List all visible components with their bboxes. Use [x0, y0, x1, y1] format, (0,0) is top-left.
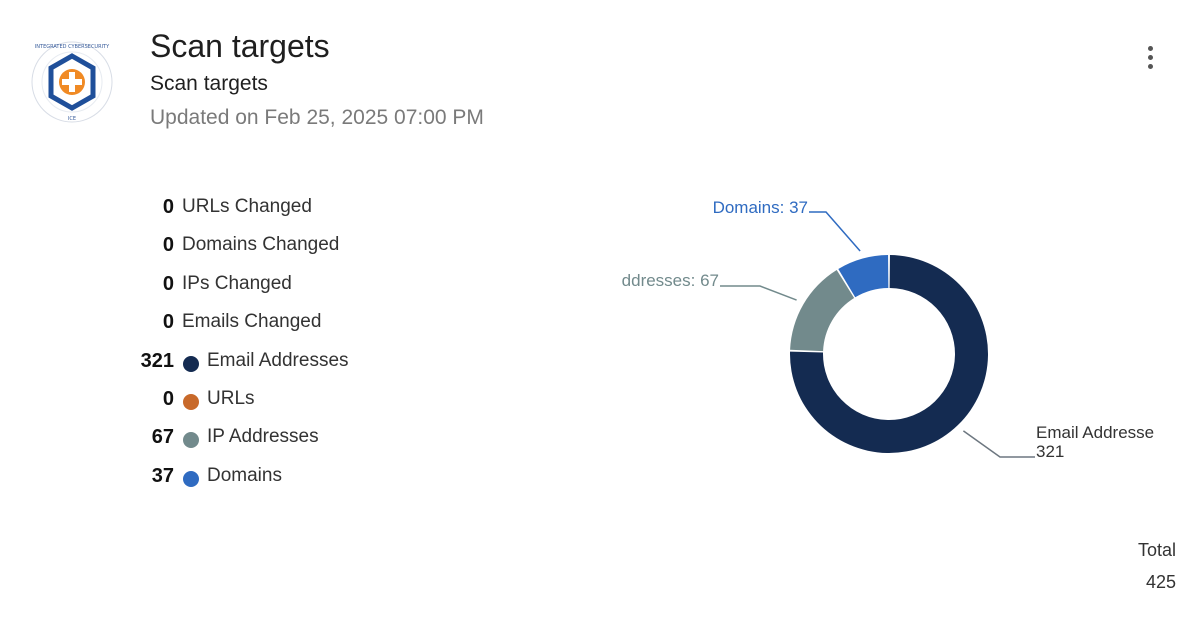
stat-row-ips-changed: 0 IPs Changed [0, 265, 420, 303]
menu-dot [1147, 54, 1153, 60]
menu-dot [1147, 45, 1153, 51]
stat-count: 0 [162, 196, 174, 218]
legend-item-email-addresses[interactable]: 321 Email Addresses [0, 342, 420, 380]
product-logo: INTEGRATED CYBERSECURITY ICE [31, 41, 113, 123]
donut-slice-ip-addresses[interactable] [790, 269, 855, 352]
stat-count: 0 [162, 387, 174, 410]
total-value: 425 [1145, 572, 1176, 592]
legend-label: Domains [207, 464, 282, 486]
svg-text:INTEGRATED CYBERSECURITY: INTEGRATED CYBERSECURITY [35, 44, 110, 50]
legend-item-ip-addresses[interactable]: 67 IP Addresses [0, 418, 420, 456]
stat-count: 67 [151, 426, 174, 449]
stat-label: Emails Changed [182, 311, 322, 333]
stat-row-domains-changed: 0 Domains Changed [0, 226, 420, 264]
callout-line-email-addresses [962, 430, 1035, 458]
menu-dot [1147, 63, 1153, 69]
legend-item-urls[interactable]: 0 URLs [0, 380, 420, 418]
legend-color-dot [183, 355, 199, 372]
total-label: Total [1137, 540, 1176, 560]
more-options-menu-icon[interactable] [1136, 38, 1164, 76]
legend-color-dot [183, 470, 199, 487]
stat-count: 0 [162, 272, 174, 295]
callout-label-ip-addresses: ddresses: 67 [622, 271, 719, 290]
stat-label: IPs Changed [182, 272, 292, 294]
callout-line-ip-addresses [720, 285, 797, 301]
callout-line-domains [809, 211, 861, 252]
callout-value-email-addresses: 321 [1036, 442, 1064, 461]
stat-count: 321 [140, 349, 174, 372]
stats-list: 0 URLs Changed 0 Domains Changed 0 IPs C… [0, 188, 420, 495]
stat-label: Domains Changed [182, 234, 340, 256]
stat-count: 0 [162, 311, 174, 334]
donut-slice-domains[interactable] [838, 255, 889, 298]
callout-label-domains: Domains: 37 [713, 198, 808, 217]
widget-title: Scan targets [150, 28, 330, 64]
stat-row-urls-changed: 0 URLs Changed [0, 188, 420, 226]
legend-item-domains[interactable]: 37 Domains [0, 457, 420, 495]
legend-label: URLs [207, 387, 255, 409]
callout-label-email-addresses: Email Addresse [1036, 423, 1154, 442]
stat-count: 37 [151, 464, 174, 487]
legend-label: IP Addresses [207, 426, 319, 448]
stat-row-emails-changed: 0 Emails Changed [0, 303, 420, 341]
updated-timestamp: Updated on Feb 25, 2025 07:00 PM [150, 106, 484, 129]
widget-subtitle: Scan targets [150, 72, 268, 95]
svg-text:ICE: ICE [68, 116, 76, 122]
stat-count: 0 [162, 234, 174, 257]
stat-label: URLs Changed [182, 196, 312, 217]
legend-label: Email Addresses [207, 349, 349, 371]
donut-slice-email-addresses[interactable] [790, 255, 988, 453]
legend-color-dot [183, 432, 199, 449]
legend-color-dot [183, 393, 199, 410]
